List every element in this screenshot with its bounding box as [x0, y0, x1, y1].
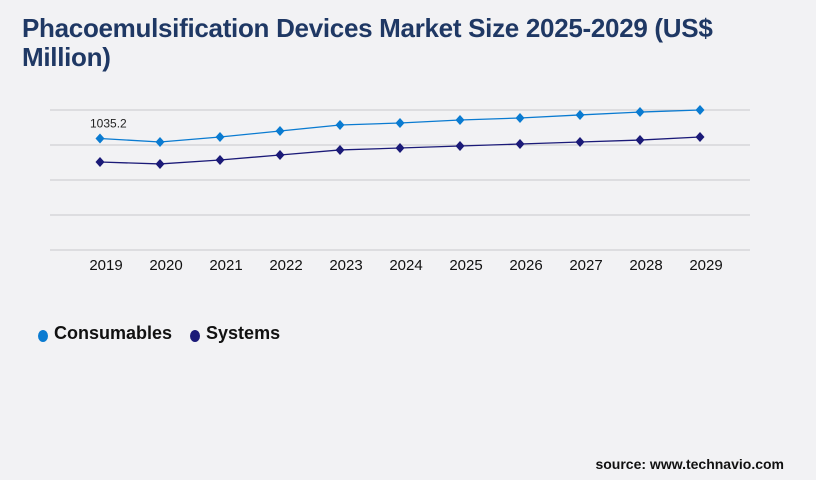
data-point [335, 144, 345, 155]
data-point [635, 135, 645, 146]
data-point [515, 112, 525, 123]
data-point [575, 136, 585, 147]
x-tick-label: 2020 [149, 257, 182, 274]
x-tick-label: 2024 [389, 257, 422, 274]
data-point [215, 154, 225, 165]
data-point [275, 126, 285, 136]
data-point [335, 119, 345, 130]
legend-item-consumables[interactable]: Consumables [38, 323, 172, 344]
x-tick-label: 2027 [569, 257, 602, 274]
x-tick-label: 2029 [689, 257, 722, 274]
legend-marker-icon [190, 329, 201, 342]
data-point [155, 158, 165, 169]
data-point [95, 157, 105, 168]
data-point [455, 115, 465, 126]
x-tick-label: 2019 [89, 257, 122, 274]
data-point [695, 105, 705, 115]
legend-label: Consumables [54, 323, 173, 343]
x-tick-label: 2021 [209, 257, 242, 274]
legend-label: Systems [206, 323, 281, 343]
x-tick-label: 2023 [329, 257, 362, 274]
data-point [95, 133, 105, 144]
data-point [515, 139, 525, 150]
x-tick-label: 2028 [629, 257, 662, 274]
data-point [275, 150, 285, 161]
data-point [635, 107, 645, 118]
x-tick-label: 2025 [449, 257, 482, 274]
data-point [695, 132, 705, 143]
data-point [455, 140, 465, 151]
data-point [155, 136, 165, 147]
data-point [575, 109, 585, 120]
source-note: source: www.technavio.com [595, 456, 784, 472]
legend: Consumables Systems [38, 323, 280, 344]
data-point [215, 132, 225, 143]
legend-item-systems[interactable]: Systems [190, 323, 280, 344]
chart-title: Phacoemulsification Devices Market Size … [22, 13, 713, 72]
data-point [395, 118, 405, 129]
data-label: 1035.2 [90, 117, 127, 131]
data-point [395, 143, 405, 154]
legend-marker-icon [38, 329, 48, 342]
x-tick-label: 2026 [509, 257, 542, 274]
x-tick-label: 2022 [269, 257, 302, 274]
